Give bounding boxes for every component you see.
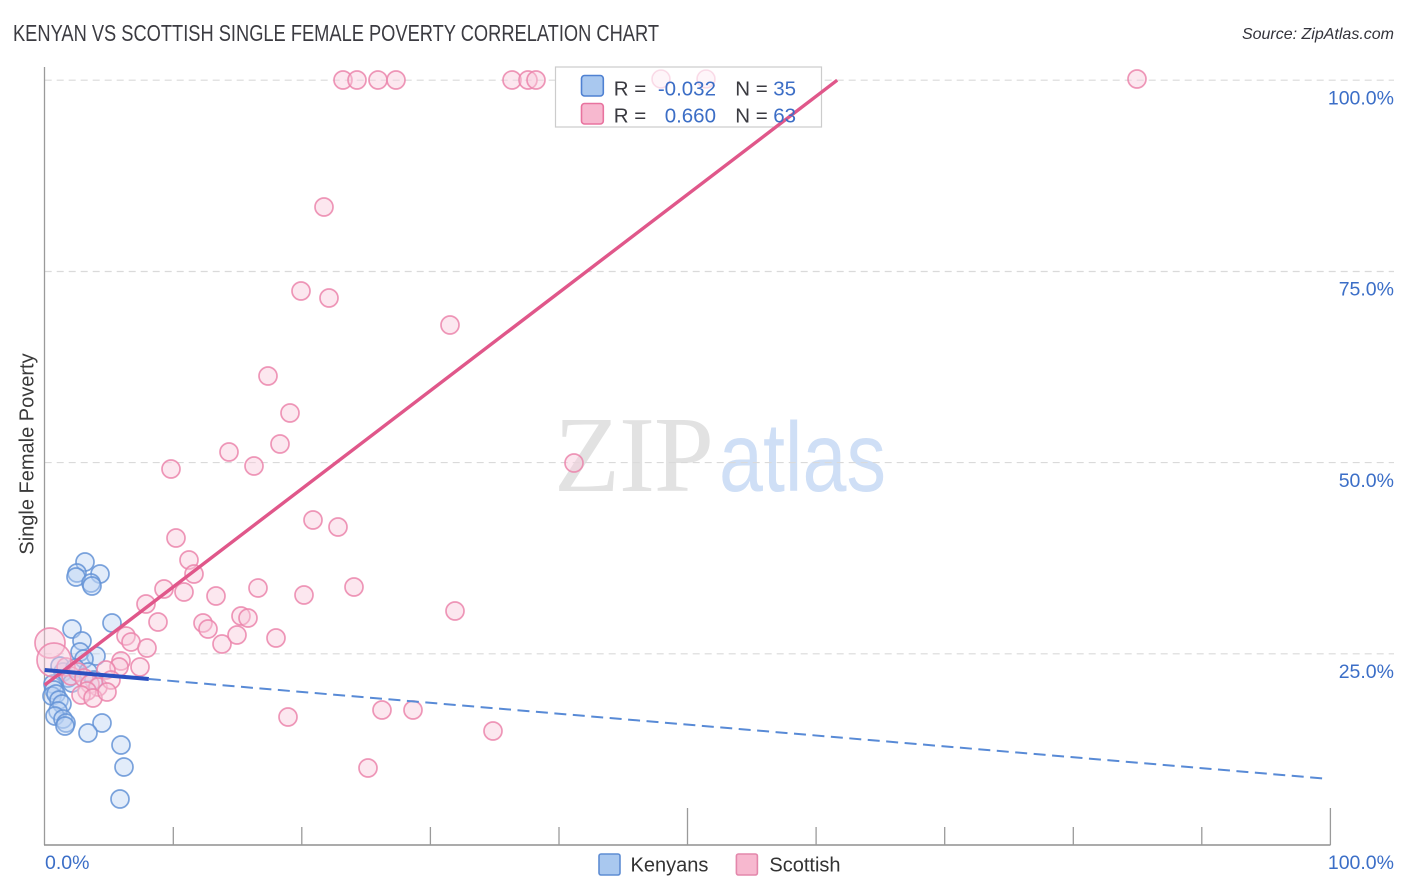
svg-text:100.0%: 100.0% (1328, 88, 1394, 110)
svg-text:-0.032: -0.032 (658, 78, 716, 101)
svg-text:atlas: atlas (719, 402, 886, 512)
svg-text:0.660: 0.660 (665, 105, 716, 128)
svg-text:63: 63 (773, 105, 796, 128)
svg-text:KENYAN VS SCOTTISH SINGLE FEMA: KENYAN VS SCOTTISH SINGLE FEMALE POVERTY… (13, 20, 659, 46)
svg-text:N =: N = (735, 105, 767, 128)
svg-text:35: 35 (773, 78, 796, 101)
svg-text:Scottish: Scottish (769, 855, 840, 877)
svg-text:Kenyans: Kenyans (631, 855, 709, 877)
svg-text:25.0%: 25.0% (1339, 661, 1394, 683)
svg-text:ZIP: ZIP (554, 396, 714, 515)
svg-text:N =: N = (735, 78, 767, 101)
svg-text:100.0%: 100.0% (1328, 852, 1394, 874)
svg-text:Source: ZipAtlas.com: Source: ZipAtlas.com (1242, 26, 1394, 43)
svg-text:R =: R = (614, 105, 646, 128)
svg-text:Single Female Poverty: Single Female Poverty (17, 353, 39, 554)
svg-text:75.0%: 75.0% (1339, 279, 1394, 301)
svg-text:0.0%: 0.0% (45, 852, 89, 874)
svg-text:R =: R = (614, 78, 646, 101)
svg-text:50.0%: 50.0% (1339, 470, 1394, 492)
